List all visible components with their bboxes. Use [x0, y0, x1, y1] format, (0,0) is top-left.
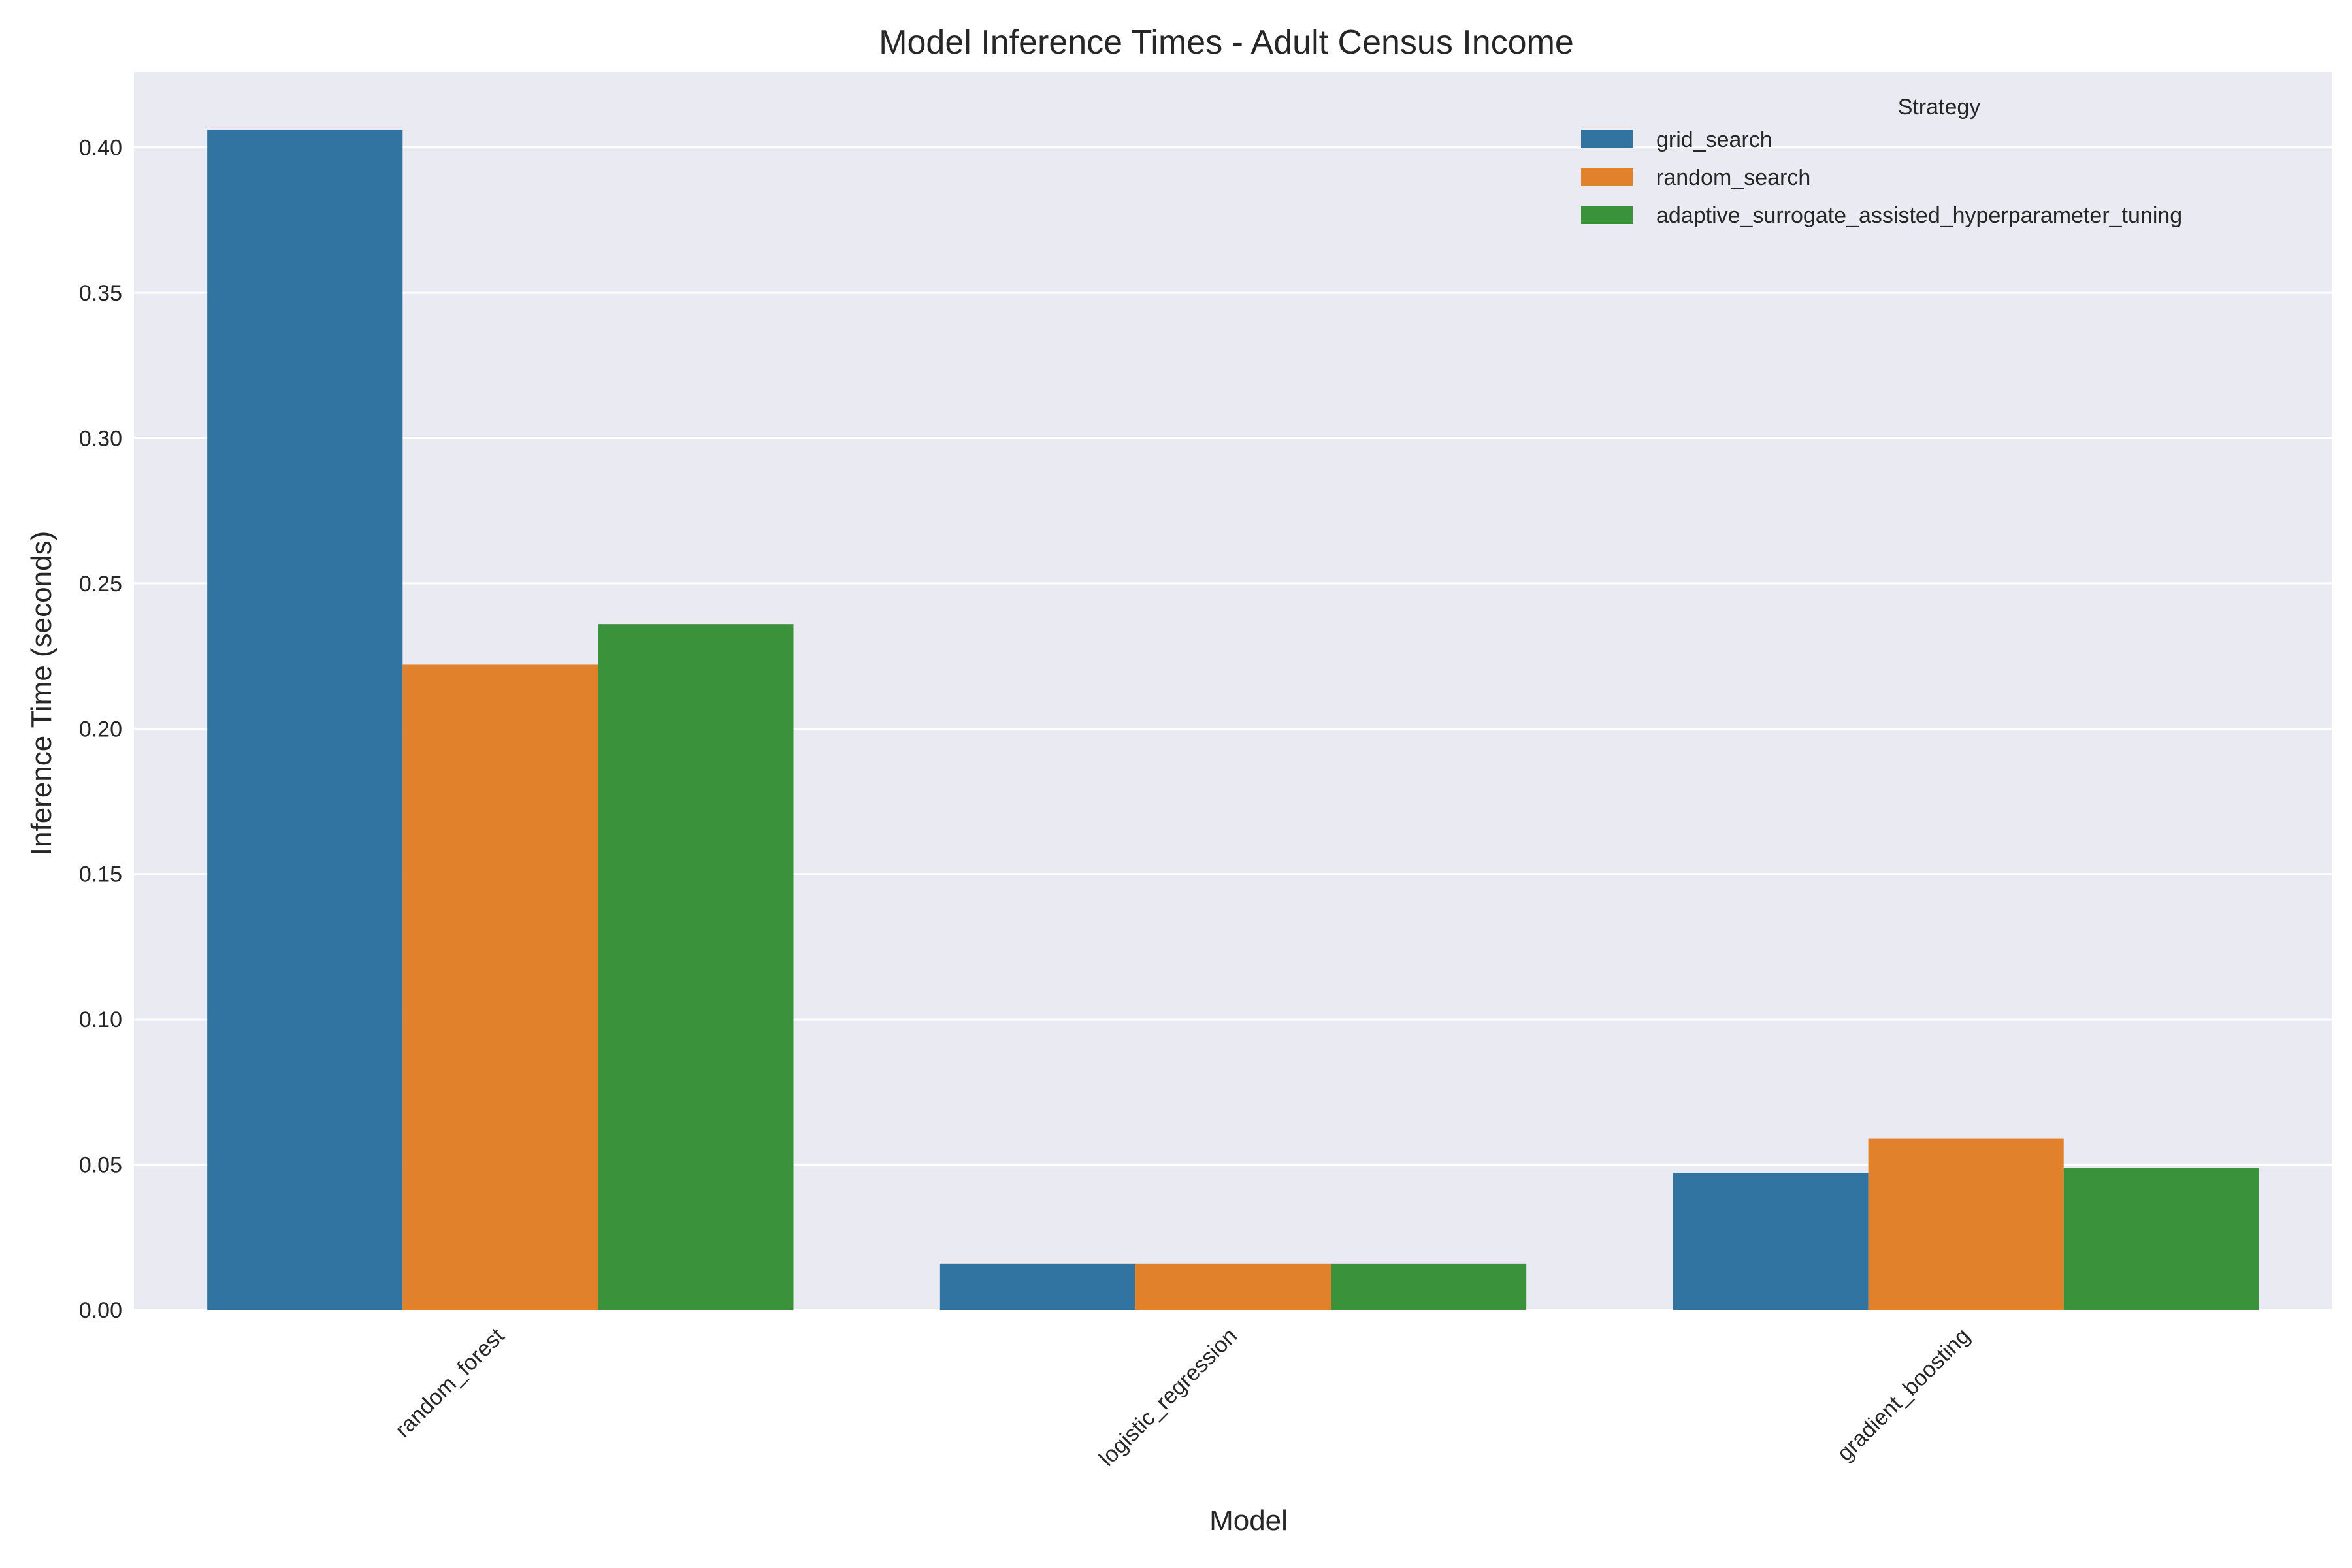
y-tick-label: 0.35: [79, 281, 122, 306]
x-tick-label: logistic_regression: [1094, 1324, 1242, 1471]
bar-grid_search-gradient_boosting: [1673, 1173, 1869, 1310]
bar-random_search-logistic_regression: [1135, 1263, 1331, 1310]
legend-label: adaptive_surrogate_assisted_hyperparamet…: [1656, 203, 2182, 228]
chart-title: Model Inference Times - Adult Census Inc…: [879, 24, 1574, 61]
x-tick-label: gradient_boosting: [1833, 1324, 1975, 1466]
bar-random_search-gradient_boosting: [1868, 1138, 2064, 1310]
y-tick-label: 0.00: [79, 1298, 122, 1323]
bars: [207, 129, 2259, 1311]
bar-grid_search-random_forest: [207, 129, 403, 1310]
y-tick-label: 0.40: [79, 136, 122, 161]
bar-random_search-random_forest: [402, 664, 598, 1310]
legend-swatch-adaptive_surrogate_assisted_hyperparameter_tuning: [1581, 206, 1633, 224]
bar-grid_search-logistic_regression: [939, 1263, 1135, 1310]
legend-swatch-grid_search: [1581, 130, 1633, 148]
y-tick-label: 0.30: [79, 426, 122, 451]
x-axis-title: Model: [1209, 1505, 1288, 1537]
y-tick-label: 0.20: [79, 717, 122, 742]
y-tick-label: 0.05: [79, 1153, 122, 1178]
bar-adaptive_surrogate_assisted_hyperparameter_tuning-gradient_boosting: [2063, 1168, 2259, 1310]
legend-title: Strategy: [1898, 95, 1981, 120]
y-axis-title: Inference Time (seconds): [25, 531, 57, 855]
y-tick-label: 0.15: [79, 862, 122, 887]
bar-adaptive_surrogate_assisted_hyperparameter_tuning-random_forest: [598, 624, 794, 1311]
x-tick-labels: random_forest logistic_regression gradient…: [391, 1323, 1975, 1471]
legend-label: random_search: [1656, 165, 1810, 190]
y-tick-label: 0.25: [79, 572, 122, 596]
legend-swatch-random_search: [1581, 168, 1633, 186]
legend: Strategy grid_search random_searchadaptiv…: [1581, 95, 2182, 228]
bar-adaptive_surrogate_assisted_hyperparameter_tuning-logistic_regression: [1331, 1263, 1527, 1310]
y-tick-label: 0.10: [79, 1007, 122, 1032]
x-tick-label: random_forest: [391, 1323, 510, 1442]
legend-label: grid_search: [1656, 127, 1772, 152]
y-tick-labels: 0.00 0.05 0.10 0.15 0.20 0.25 0.30 0.35 0.40: [79, 136, 122, 1323]
